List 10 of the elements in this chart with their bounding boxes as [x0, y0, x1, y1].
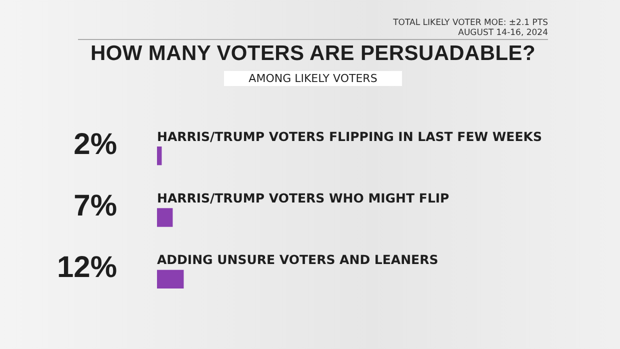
text: TOTAL LIKELY VOTER MOE: ±2.1 PTS: [393, 18, 548, 28]
data-label: 7%: [74, 190, 117, 222]
text: AMONG LIKELY VOTERS: [224, 71, 402, 86]
text: HOW MANY VOTERS ARE PERSUADABLE?: [89, 42, 537, 66]
data-label: 12%: [56, 251, 117, 284]
y-tick-label: HARRIS/TRUMP VOTERS WHO MIGHT FLIP: [157, 190, 450, 206]
y-tick-label: ADDING UNSURE VOTERS AND LEANERS: [157, 252, 438, 268]
y-tick-label: HARRIS/TRUMP VOTERS FLIPPING IN LAST FEW WEEKS: [157, 128, 542, 144]
data-label: 2%: [74, 128, 117, 161]
text: AUGUST 14-16, 2024: [457, 28, 548, 38]
